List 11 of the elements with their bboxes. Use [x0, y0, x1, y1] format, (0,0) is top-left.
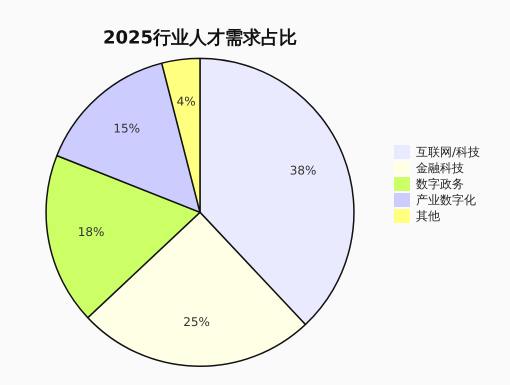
data-label: 15% — [113, 121, 140, 136]
data-label: 38% — [290, 164, 316, 178]
legend-label: 数字政务 — [416, 176, 464, 192]
legend-label: 产业数字化 — [416, 192, 476, 208]
slice-label: 互联网/科技 — [416, 144, 480, 160]
chart-title: 2025行业人才需求占比 — [102, 27, 298, 48]
legend-label: 金融科技 — [416, 160, 464, 176]
data-label: 4% — [176, 94, 196, 108]
data-label: 25% — [183, 315, 210, 330]
legend-label: 其他 — [416, 208, 440, 224]
data-label: 18% — [78, 225, 104, 240]
